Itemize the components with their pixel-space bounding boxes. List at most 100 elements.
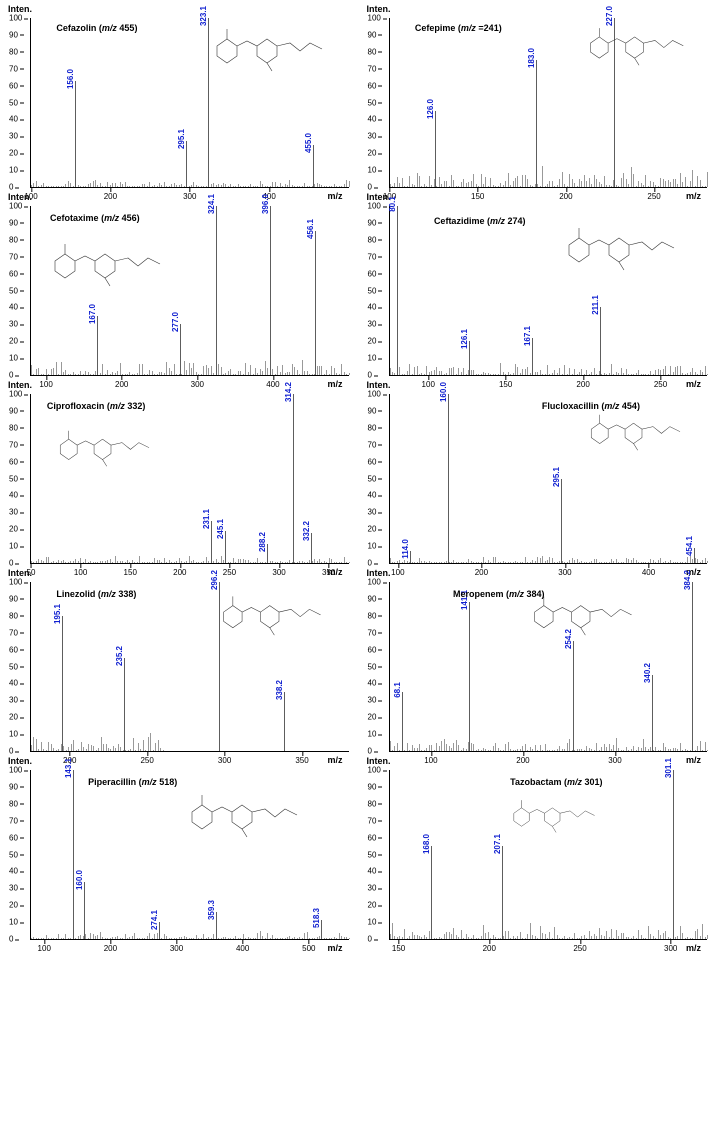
spectrum-panel-meropenem: Inten.0102030405060708090100100200300m/z… (365, 570, 714, 752)
y-tick: 80 (9, 47, 18, 56)
peak-label: 274.1 (150, 910, 159, 930)
y-tick: 80 (368, 47, 377, 56)
peak-label: 68.1 (393, 682, 402, 698)
y-tick: 30 (9, 884, 18, 893)
y-tick: 50 (368, 286, 377, 295)
peak (692, 582, 693, 751)
peak (267, 544, 268, 563)
y-tick: 10 (368, 918, 377, 927)
peak (652, 675, 653, 751)
plot-area: 0102030405060708090100100200300m/z68.114… (389, 582, 708, 752)
y-tick: 70 (9, 816, 18, 825)
chemical-structure-icon (564, 220, 694, 275)
peak (402, 692, 403, 751)
plot-area: 0102030405060708090100100200300400m/z114… (389, 394, 708, 564)
y-tick: 50 (368, 98, 377, 107)
x-tick: 250 (573, 944, 586, 953)
peak-label: 126.0 (426, 99, 435, 119)
y-tick: 40 (368, 491, 377, 500)
peak (448, 394, 449, 563)
y-tick: 90 (9, 30, 18, 39)
panel-title: Piperacillin (m/z 518) (88, 777, 177, 787)
y-tick: 40 (368, 679, 377, 688)
y-tick: 90 (368, 218, 377, 227)
chemical-structure-icon (587, 408, 697, 463)
peak-label: 288.2 (258, 532, 267, 552)
y-tick: 50 (368, 850, 377, 859)
y-tick: 40 (368, 115, 377, 124)
y-tick: 100 (368, 766, 381, 775)
y-tick: 70 (9, 440, 18, 449)
y-tick: 10 (368, 354, 377, 363)
y-tick: 30 (9, 132, 18, 141)
peak (97, 316, 98, 375)
y-tick: 20 (9, 525, 18, 534)
spectra-grid: Inten. 0102030405060708090100100200300400… (6, 6, 713, 940)
peak (270, 206, 271, 375)
y-tick: 60 (368, 457, 377, 466)
peak-label: 167.0 (88, 304, 97, 324)
peak-label: 456.1 (306, 219, 315, 239)
peak (216, 206, 217, 375)
y-tick: 60 (9, 81, 18, 90)
y-tick: 70 (9, 252, 18, 261)
y-tick: 70 (368, 440, 377, 449)
plot-area: 0102030405060708090100100200300400m/z167… (30, 206, 349, 376)
y-axis-label: Inten. (367, 380, 391, 390)
y-tick: 100 (368, 578, 381, 587)
y-tick: 60 (9, 269, 18, 278)
y-axis-label: Inten. (8, 756, 32, 766)
peak (397, 206, 398, 375)
peak-label: 80.1 (388, 196, 397, 212)
y-tick: 10 (9, 166, 18, 175)
panel-title: Cefotaxime (m/z 456) (50, 213, 140, 223)
spectrum-panel-linezolid: Inten.0102030405060708090100200250300350… (6, 570, 355, 752)
chemical-structure-icon (56, 424, 166, 479)
y-tick: 0 (9, 935, 13, 944)
peak (321, 920, 322, 939)
y-tick: 30 (9, 320, 18, 329)
x-tick: 200 (483, 944, 496, 953)
y-tick: 100 (9, 766, 22, 775)
peak (159, 922, 160, 939)
chemical-structure-icon (510, 794, 610, 844)
x-tick: 200 (104, 944, 117, 953)
panel-title: Ceftazidime (m/z 274) (434, 216, 526, 226)
y-tick: 10 (368, 542, 377, 551)
y-tick: 70 (368, 628, 377, 637)
y-tick: 90 (9, 782, 18, 791)
plot-area: 0102030405060708090100150200250300m/z168… (389, 770, 708, 940)
y-tick: 70 (9, 64, 18, 73)
peak-label: 126.1 (460, 329, 469, 349)
y-tick: 70 (9, 628, 18, 637)
y-tick: 20 (368, 901, 377, 910)
chemical-structure-icon (530, 589, 650, 634)
y-tick: 40 (9, 115, 18, 124)
y-tick: 60 (368, 833, 377, 842)
y-tick: 90 (9, 218, 18, 227)
peak-label: 518.3 (312, 908, 321, 928)
y-tick: 100 (368, 14, 381, 23)
y-tick: 90 (9, 406, 18, 415)
x-tick: 150 (392, 944, 405, 953)
x-tick: 300 (664, 944, 677, 953)
y-tick: 80 (9, 235, 18, 244)
y-tick: 90 (9, 594, 18, 603)
peak (208, 18, 209, 187)
y-tick: 30 (9, 508, 18, 517)
spectrum-panel-cefazolin: Inten.0102030405060708090100100200300400… (6, 6, 355, 188)
peak (573, 641, 574, 751)
y-tick: 40 (368, 867, 377, 876)
y-tick: 20 (368, 713, 377, 722)
y-tick: 50 (9, 474, 18, 483)
y-tick: 80 (368, 235, 377, 244)
y-tick: 0 (9, 371, 13, 380)
peak-label: 295.1 (177, 129, 186, 149)
peak-label: 277.0 (171, 312, 180, 332)
x-axis-label: m/z (686, 943, 701, 953)
y-tick: 30 (368, 884, 377, 893)
y-tick: 50 (368, 474, 377, 483)
y-tick: 20 (9, 901, 18, 910)
plot-area: 0102030405060708090100200250300350m/z195… (30, 582, 349, 752)
y-tick: 90 (368, 30, 377, 39)
